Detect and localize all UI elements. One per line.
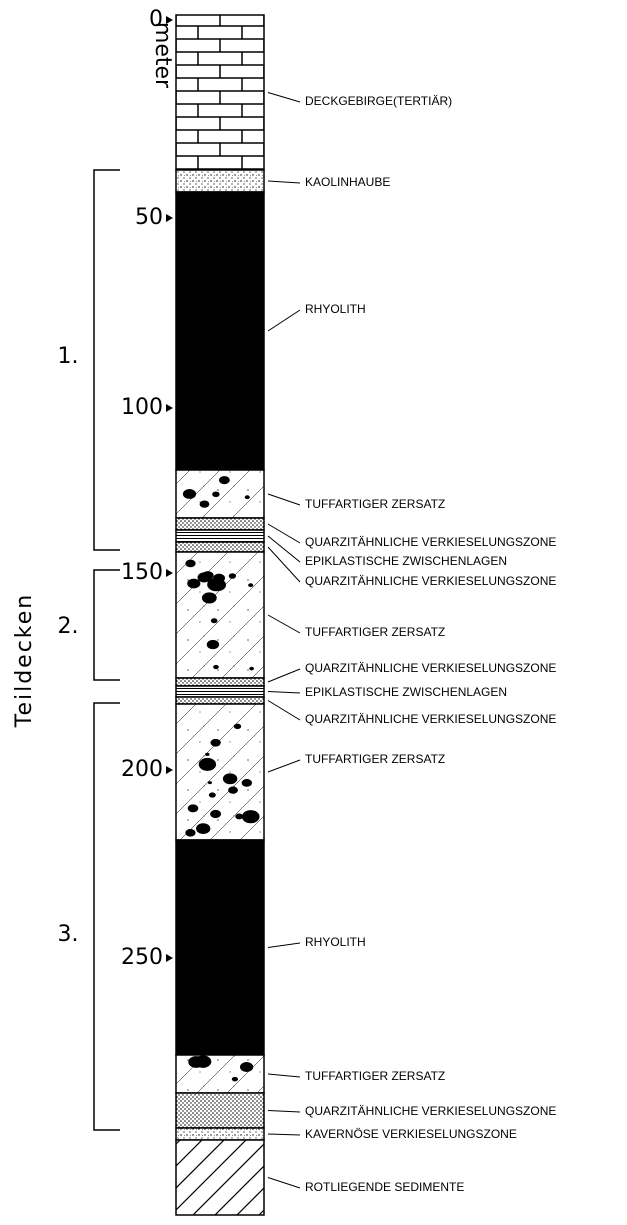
- depth-marker: [166, 954, 173, 962]
- layer-label: QUARZITÄHNLICHE VERKIESELUNGSZONE: [305, 574, 556, 588]
- depth-marker: [166, 766, 173, 774]
- leader-line: [268, 1111, 300, 1113]
- clast: [200, 500, 210, 507]
- layer: [176, 552, 264, 678]
- layer: [176, 686, 264, 697]
- leader-line: [268, 1178, 300, 1189]
- clast: [185, 560, 195, 568]
- group-label: 3.: [58, 922, 79, 947]
- group-label: 2.: [58, 614, 79, 639]
- group-bracket: [94, 170, 120, 550]
- depth-marker: [166, 214, 173, 222]
- clast: [211, 618, 218, 623]
- clast: [213, 665, 219, 669]
- geologic-column: Teildecken meter DECKGEBIRGE(TERTIÄR)KAO…: [0, 0, 627, 1225]
- clast: [208, 781, 212, 784]
- leader-line: [268, 310, 300, 331]
- leader-line: [268, 181, 300, 183]
- leader-line: [268, 669, 300, 682]
- clast: [196, 823, 210, 834]
- clast: [229, 573, 236, 578]
- leader-line: [268, 943, 300, 948]
- clast: [212, 491, 219, 497]
- layer: [176, 1128, 264, 1140]
- layer: [176, 192, 264, 470]
- clast: [219, 476, 230, 484]
- layer: [176, 1093, 264, 1128]
- layer: [176, 518, 264, 530]
- depth-label: 50: [135, 205, 163, 230]
- group-bracket: [94, 703, 120, 1130]
- layer: [176, 840, 264, 1055]
- clast: [188, 804, 199, 812]
- clast: [240, 1062, 253, 1072]
- group-bracket: [94, 570, 120, 680]
- clast: [188, 1056, 204, 1068]
- clast: [210, 739, 220, 747]
- depth-label: 200: [121, 757, 163, 782]
- clast: [234, 724, 241, 729]
- depth-label: 100: [121, 395, 163, 420]
- layer-label: RHYOLITH: [305, 935, 366, 949]
- leader-line: [268, 1074, 300, 1077]
- layer: [176, 678, 264, 686]
- depth-label: 0: [149, 7, 163, 32]
- clast: [232, 1077, 238, 1082]
- clast: [235, 814, 243, 820]
- clast: [210, 579, 226, 591]
- leader-line: [268, 701, 300, 721]
- layer: [176, 170, 264, 192]
- layer-label: TUFFARTIGER ZERSATZ: [305, 752, 445, 766]
- layer: [176, 697, 264, 704]
- clast: [248, 583, 253, 587]
- clast: [207, 640, 219, 649]
- clast: [183, 489, 196, 499]
- layer-label: TUFFARTIGER ZERSATZ: [305, 497, 445, 511]
- layer: [176, 530, 264, 542]
- clast: [185, 829, 195, 837]
- layer-label: EPIKLASTISCHE ZWISCHENLAGEN: [305, 554, 507, 568]
- clast: [228, 787, 238, 794]
- layer-label: KAOLINHAUBE: [305, 175, 390, 189]
- leader-line: [268, 93, 300, 103]
- layer-label: DECKGEBIRGE(TERTIÄR): [305, 94, 452, 108]
- layer-label: ROTLIEGENDE SEDIMENTE: [305, 1180, 464, 1194]
- group-axis-title: Teildecken: [12, 593, 37, 729]
- depth-marker: [166, 404, 173, 412]
- clast: [245, 495, 250, 499]
- leader-line: [268, 615, 300, 633]
- layer-label: KAVERNÖSE VERKIESELUNGSZONE: [305, 1127, 517, 1141]
- clast: [202, 592, 217, 603]
- clast: [202, 571, 214, 580]
- layer-label: QUARZITÄHNLICHE VERKIESELUNGSZONE: [305, 712, 556, 726]
- layer-label: TUFFARTIGER ZERSATZ: [305, 625, 445, 639]
- clast: [187, 579, 200, 589]
- depth-marker: [166, 569, 173, 577]
- clast: [199, 758, 216, 771]
- leader-line: [268, 692, 300, 694]
- layer-label: QUARZITÄHNLICHE VERKIESELUNGSZONE: [305, 661, 556, 675]
- layer-label: EPIKLASTISCHE ZWISCHENLAGEN: [305, 685, 507, 699]
- layer: [176, 1140, 264, 1215]
- layer-label: TUFFARTIGER ZERSATZ: [305, 1069, 445, 1083]
- clast: [205, 753, 209, 756]
- depth-label: 250: [121, 945, 163, 970]
- leader-line: [268, 1134, 300, 1135]
- clast: [210, 810, 221, 818]
- clast: [223, 773, 237, 784]
- layer-label: QUARZITÄHNLICHE VERKIESELUNGSZONE: [305, 535, 556, 549]
- leader-line: [268, 547, 300, 582]
- clast: [242, 810, 260, 823]
- layer: [176, 15, 264, 170]
- layer-label: QUARZITÄHNLICHE VERKIESELUNGSZONE: [305, 1104, 556, 1118]
- group-label: 1.: [58, 344, 79, 369]
- leader-line: [268, 494, 300, 505]
- clast: [249, 667, 254, 671]
- layer: [176, 542, 264, 552]
- leader-line: [268, 760, 300, 772]
- layer-label: RHYOLITH: [305, 302, 366, 316]
- clast: [242, 779, 252, 787]
- depth-label: 150: [121, 560, 163, 585]
- clast: [209, 792, 216, 797]
